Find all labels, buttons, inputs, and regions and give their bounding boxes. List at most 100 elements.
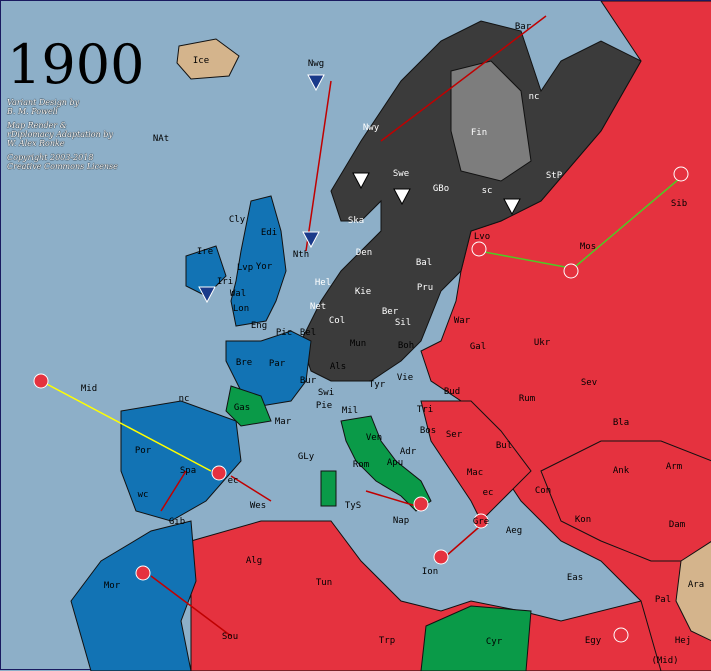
province-label: Pic bbox=[275, 328, 293, 338]
province-label: Bla bbox=[612, 418, 630, 428]
province-label: wc bbox=[137, 490, 149, 500]
region-germany-scandinavia bbox=[300, 20, 642, 382]
province-label: Alg bbox=[245, 556, 263, 566]
province-label: Por bbox=[134, 446, 152, 456]
province-label: Bos bbox=[419, 426, 437, 436]
credit-line: Map Render & bbox=[7, 121, 67, 130]
province-label: Trp bbox=[378, 636, 396, 646]
province-label: Edi bbox=[260, 228, 278, 238]
province-label: Bre bbox=[235, 358, 253, 368]
province-label: StP bbox=[545, 171, 563, 181]
province-label: Par bbox=[268, 359, 286, 369]
province-label: Sil bbox=[394, 318, 412, 328]
province-label: Gre bbox=[472, 517, 490, 527]
province-label: Tri bbox=[416, 405, 434, 415]
unit-turkey bbox=[413, 496, 429, 512]
province-label: Ven bbox=[365, 433, 383, 443]
region-finland bbox=[450, 60, 532, 182]
province-label: ec bbox=[227, 476, 239, 486]
province-label: TyS bbox=[344, 501, 362, 511]
move-arrow bbox=[365, 490, 417, 507]
region-gascony bbox=[225, 385, 272, 427]
province-label: Mos bbox=[579, 242, 597, 252]
region-ireland bbox=[185, 245, 227, 297]
province-label: Net bbox=[309, 302, 327, 312]
province-label: Pru bbox=[416, 283, 434, 293]
province-label: Ska bbox=[347, 216, 365, 226]
province-label: Bul bbox=[495, 441, 513, 451]
region-morocco bbox=[70, 520, 197, 671]
province-label: Wal bbox=[229, 289, 247, 299]
province-label: Swe bbox=[392, 169, 410, 179]
province-label: Apu bbox=[386, 458, 404, 468]
province-label: Mil bbox=[341, 406, 359, 416]
region-anatolia bbox=[540, 440, 711, 562]
move-arrow bbox=[230, 475, 272, 502]
province-label: Sou bbox=[221, 632, 239, 642]
province-label: Cyr bbox=[485, 637, 503, 647]
province-label: Nwy bbox=[362, 123, 380, 133]
province-label: Kon bbox=[574, 515, 592, 525]
province-label: Eas bbox=[566, 573, 584, 583]
unit-germany bbox=[393, 188, 411, 206]
province-label: ec bbox=[482, 488, 494, 498]
province-label: Hel bbox=[314, 278, 332, 288]
province-label: Als bbox=[329, 362, 347, 372]
province-label: Arm bbox=[665, 462, 683, 472]
province-label: Adr bbox=[399, 447, 417, 457]
province-label: Gib bbox=[168, 517, 186, 527]
province-label: Mor bbox=[103, 581, 121, 591]
province-label: Ara bbox=[687, 580, 705, 590]
unit-britain bbox=[302, 231, 320, 249]
unit-turkey bbox=[135, 565, 151, 581]
province-label: Lon bbox=[232, 304, 250, 314]
province-label: Tyr bbox=[368, 380, 386, 390]
province-label: Egy bbox=[584, 636, 602, 646]
province-label: (Mid) bbox=[651, 656, 679, 666]
province-label: Fin bbox=[470, 128, 488, 138]
region-cyrenaica bbox=[420, 605, 532, 671]
province-label: Bar bbox=[514, 22, 532, 32]
credit-line: W. Alex Ronke bbox=[7, 139, 65, 148]
province-label: Spa bbox=[179, 466, 197, 476]
unit-turkey bbox=[563, 263, 579, 279]
province-label: Nth bbox=[292, 250, 310, 260]
region-sardinia bbox=[320, 470, 337, 507]
province-label: sc bbox=[481, 186, 493, 196]
unit-turkey bbox=[613, 627, 629, 643]
region-iceland bbox=[176, 38, 240, 80]
credit-line: Variant Design by bbox=[7, 98, 80, 107]
unit-turkey bbox=[211, 465, 227, 481]
unit-turkey bbox=[473, 513, 489, 529]
province-label: Lvp bbox=[236, 263, 254, 273]
province-label: Vie bbox=[396, 373, 414, 383]
move-arrow bbox=[380, 15, 547, 142]
province-label: War bbox=[453, 316, 471, 326]
province-label: Ire bbox=[196, 247, 214, 257]
units bbox=[33, 74, 689, 643]
province-label: Mar bbox=[274, 417, 292, 427]
province-label: Swi bbox=[317, 388, 335, 398]
province-label: Ukr bbox=[533, 338, 551, 348]
province-label: Bud bbox=[443, 387, 461, 397]
support-arrow bbox=[575, 178, 680, 267]
province-label: Mid bbox=[80, 384, 98, 394]
province-label: Gal bbox=[469, 342, 487, 352]
province-label: Col bbox=[328, 316, 346, 326]
province-label: Boh bbox=[397, 341, 415, 351]
region-arabia bbox=[675, 541, 711, 642]
year-title: 1900 bbox=[7, 33, 145, 96]
credit-line: B. M. Powell bbox=[7, 107, 58, 116]
unit-germany bbox=[503, 198, 521, 216]
unit-turkey bbox=[673, 166, 689, 182]
province-label: Kie bbox=[354, 287, 372, 297]
credits: Variant Design by B. M. Powell Map Render… bbox=[7, 98, 118, 176]
region-balkans bbox=[420, 400, 532, 522]
province-label: Rum bbox=[518, 394, 536, 404]
support-arrow bbox=[40, 380, 212, 472]
province-label: GLy bbox=[297, 452, 315, 462]
region-africa bbox=[190, 520, 662, 671]
province-label: Sib bbox=[670, 199, 688, 209]
province-label: Con bbox=[534, 486, 552, 496]
